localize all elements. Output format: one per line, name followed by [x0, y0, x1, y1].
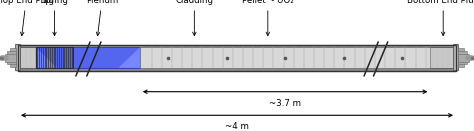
Bar [458, 51, 467, 64]
Polygon shape [454, 45, 468, 71]
Bar [458, 48, 464, 67]
Polygon shape [6, 45, 20, 71]
Bar [18, 45, 456, 71]
Bar [36, 47, 140, 68]
Bar [18, 45, 456, 47]
Bar [458, 54, 469, 62]
Text: Pellet  - UO₂: Pellet - UO₂ [242, 0, 294, 36]
Text: Top End Plug: Top End Plug [0, 0, 54, 36]
Bar [10, 48, 16, 67]
Bar [140, 47, 430, 68]
Polygon shape [36, 47, 57, 68]
Bar [36, 47, 73, 68]
Bar [7, 51, 16, 64]
Bar [18, 45, 456, 71]
Text: Spring: Spring [41, 0, 68, 36]
Text: ~4 m: ~4 m [225, 122, 249, 131]
Text: Plenum: Plenum [86, 0, 118, 36]
Bar [18, 68, 456, 71]
Bar [5, 54, 16, 62]
Text: ~3.7 m: ~3.7 m [269, 99, 301, 108]
Text: Cladding: Cladding [175, 0, 213, 36]
Text: Bottom End Plug: Bottom End Plug [407, 0, 474, 36]
Polygon shape [118, 47, 140, 68]
